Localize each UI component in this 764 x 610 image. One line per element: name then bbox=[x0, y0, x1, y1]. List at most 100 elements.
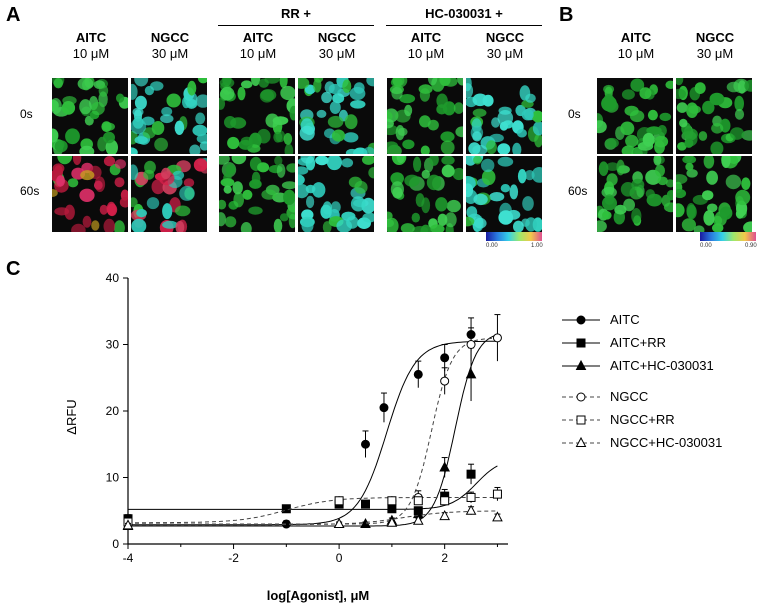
agonist-name: AITC bbox=[410, 30, 442, 45]
data-point bbox=[413, 496, 423, 506]
panel-b-label: B bbox=[559, 4, 574, 26]
group-line-hc bbox=[386, 25, 542, 26]
data-point bbox=[465, 368, 477, 379]
cell-image-tile bbox=[466, 78, 542, 154]
legend-marker bbox=[576, 415, 586, 425]
cell-image-tile bbox=[387, 156, 463, 232]
cell-image-tile bbox=[219, 78, 295, 154]
agonist-concentration: 30 μM bbox=[696, 46, 734, 61]
panel-a-column-header: AITC 10 μM bbox=[219, 30, 297, 62]
agonist-concentration: 10 μM bbox=[239, 46, 277, 61]
panel-a-column-header: AITC 10 μM bbox=[52, 30, 130, 62]
data-point bbox=[122, 519, 134, 530]
x-tick-label: -2 bbox=[228, 551, 239, 565]
legend-label: AITC+HC-030031 bbox=[610, 358, 714, 373]
agonist-name: NGCC bbox=[317, 30, 357, 45]
group-label-rr: RR + bbox=[281, 6, 311, 21]
group-line-rr bbox=[218, 25, 374, 26]
data-point bbox=[440, 376, 450, 386]
fit-curve-aitc+rr bbox=[128, 465, 498, 510]
data-point bbox=[440, 353, 450, 363]
cell-image-tile bbox=[298, 156, 374, 232]
fit-curve-ngcc+hc-030031 bbox=[128, 510, 498, 526]
panel-b-row-label-0s: 0s bbox=[568, 107, 581, 121]
legend-label: NGCC bbox=[610, 389, 648, 404]
y-axis-label: ΔRFU bbox=[64, 399, 79, 434]
cell-image-tile bbox=[466, 156, 542, 232]
data-point bbox=[492, 333, 502, 343]
panel-b-colorbar bbox=[700, 232, 756, 241]
panel-b-row-label-60s: 60s bbox=[568, 184, 588, 198]
legend-marker bbox=[575, 359, 587, 370]
data-point bbox=[387, 496, 397, 506]
agonist-concentration: 10 μM bbox=[407, 46, 445, 61]
cell-image-tile bbox=[52, 78, 128, 154]
agonist-name: AITC bbox=[75, 30, 107, 45]
data-point bbox=[333, 517, 345, 529]
data-point bbox=[492, 511, 503, 522]
group-label-hc: HC-030031 + bbox=[425, 6, 503, 21]
data-point bbox=[466, 469, 476, 479]
panel-b-colorbar-max: 0.90 bbox=[745, 243, 757, 249]
dose-response-chart: 0 10 20 30 40 -4 -2 0 2 AITC AITC+RR AITC+HC-03003… bbox=[64, 271, 722, 603]
panel-b-column-header: AITC 10 μM bbox=[597, 30, 675, 62]
data-point bbox=[465, 504, 477, 515]
y-tick-label: 20 bbox=[106, 404, 120, 418]
data-point bbox=[466, 340, 476, 349]
panel-a-column-header: AITC 10 μM bbox=[387, 30, 465, 62]
cell-image-tile bbox=[219, 156, 295, 232]
data-point bbox=[466, 492, 476, 502]
cell-image-tile bbox=[131, 78, 207, 154]
cell-image-tile bbox=[298, 78, 374, 154]
panel-a-column-header: NGCC 30 μM bbox=[298, 30, 376, 62]
data-point bbox=[386, 516, 398, 527]
x-tick-label: 0 bbox=[336, 551, 343, 565]
data-point bbox=[439, 461, 450, 472]
panel-a-row-label-60s: 60s bbox=[20, 184, 40, 198]
cell-image-tile bbox=[387, 78, 463, 154]
legend-label: AITC bbox=[610, 312, 640, 327]
cell-image-tile bbox=[676, 156, 752, 232]
y-tick-label: 40 bbox=[106, 271, 120, 285]
data-point bbox=[387, 504, 397, 514]
agonist-concentration: 30 μM bbox=[318, 46, 356, 61]
x-tick-label: -4 bbox=[123, 551, 134, 565]
panel-a-column-header: NGCC 30 μM bbox=[131, 30, 209, 62]
y-tick-label: 30 bbox=[106, 338, 120, 352]
data-point bbox=[361, 499, 370, 509]
panel-b-column-header: NGCC 30 μM bbox=[676, 30, 754, 62]
data-point bbox=[412, 514, 424, 525]
agonist-concentration: 10 μM bbox=[617, 46, 655, 61]
data-point bbox=[413, 369, 423, 379]
panel-a-colorbar-max: 1.00 bbox=[531, 243, 543, 249]
y-tick-label: 10 bbox=[106, 471, 120, 485]
legend-label: NGCC+RR bbox=[610, 412, 675, 427]
cell-image-tile bbox=[597, 156, 673, 232]
cell-image-tile bbox=[52, 156, 128, 232]
data-point bbox=[379, 403, 389, 413]
data-point bbox=[492, 489, 502, 499]
cell-image-tile bbox=[597, 78, 673, 154]
agonist-name: NGCC bbox=[695, 30, 735, 45]
data-point bbox=[281, 504, 291, 514]
agonist-concentration: 30 μM bbox=[486, 46, 524, 61]
data-point bbox=[440, 496, 450, 506]
agonist-name: AITC bbox=[620, 30, 652, 45]
panel-a-colorbar bbox=[486, 232, 542, 241]
fit-curve-aitc+hc-030031 bbox=[128, 334, 498, 527]
legend-marker bbox=[575, 436, 587, 447]
agonist-concentration: 30 μM bbox=[151, 46, 189, 61]
panel-a-label: A bbox=[6, 4, 21, 26]
panel-a-column-header: NGCC 30 μM bbox=[466, 30, 544, 62]
data-point bbox=[439, 510, 450, 521]
panel-c-label: C bbox=[6, 258, 21, 280]
panel-a-colorbar-min: 0.00 bbox=[486, 243, 498, 249]
data-point bbox=[361, 439, 370, 449]
agonist-concentration: 10 μM bbox=[72, 46, 110, 61]
panel-a-row-label-0s: 0s bbox=[20, 107, 33, 121]
cell-image-tile bbox=[131, 156, 207, 232]
data-point bbox=[334, 496, 344, 506]
y-tick-label: 0 bbox=[112, 537, 119, 551]
legend-marker bbox=[576, 315, 586, 325]
x-axis-label: log[Agonist], μM bbox=[267, 588, 370, 603]
